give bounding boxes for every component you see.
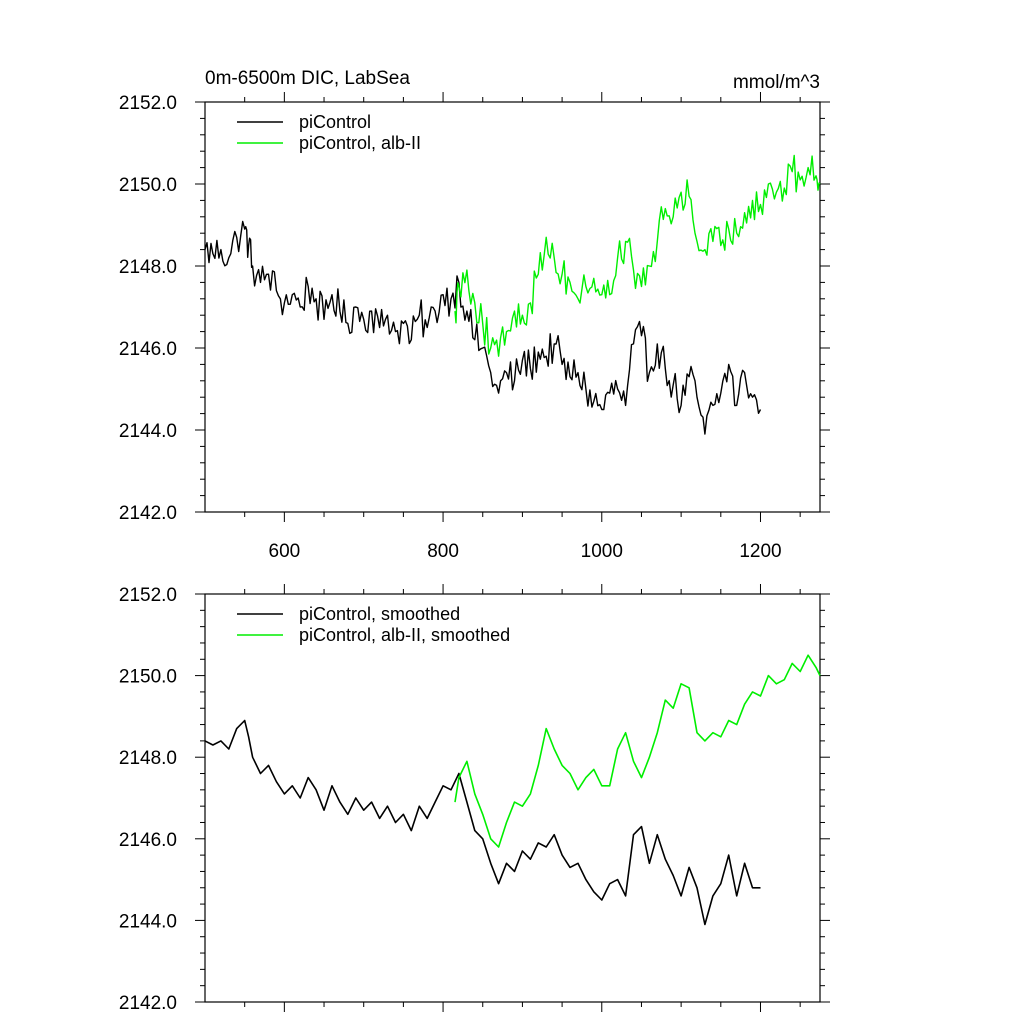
series-line-alb-ii (454, 154, 821, 357)
plot-frame (204, 593, 821, 1003)
x-tick-label: 800 (427, 541, 459, 562)
plot-frame (204, 101, 821, 513)
legend-label: piControl, smoothed (299, 604, 460, 624)
y-tick-label: 2144.0 (119, 911, 177, 932)
top-panel: 600 800 1000 1200 2142.0 2144.0 2146.0 2148.0 21… (119, 92, 830, 562)
legend-label: piControl, alb-II, smoothed (299, 625, 510, 645)
bottom-panel: 2142.0 2144.0 2146.0 2148.0 2150.0 2152.0 piCo… (119, 584, 830, 1014)
y-tick-label: 2152.0 (119, 93, 177, 114)
y-tick-label: 2142.0 (119, 503, 177, 524)
units-label: mmol/m^3 (733, 72, 820, 93)
chart-title: 0m-6500m DIC, LabSea (205, 68, 410, 89)
y-tick-label: 2148.0 (119, 257, 177, 278)
series-line-picontrol (204, 220, 762, 435)
y-tick-label: 2150.0 (119, 175, 177, 196)
x-tick-label: 1200 (739, 541, 781, 562)
y-tick-label: 2152.0 (119, 585, 177, 606)
legend-label: piControl, alb-II (299, 133, 421, 153)
series-line-picontrol (204, 719, 761, 926)
x-tick-label: 1000 (581, 541, 623, 562)
y-tick-label: 2150.0 (119, 667, 177, 688)
y-tick-label: 2142.0 (119, 993, 177, 1014)
y-tick-label: 2146.0 (119, 339, 177, 360)
x-tick-label: 600 (269, 541, 301, 562)
y-tick-label: 2146.0 (119, 830, 177, 851)
series-line-alb-ii (454, 654, 821, 848)
y-tick-label: 2148.0 (119, 748, 177, 769)
legend-label: piControl (299, 112, 371, 132)
y-tick-label: 2144.0 (119, 421, 177, 442)
